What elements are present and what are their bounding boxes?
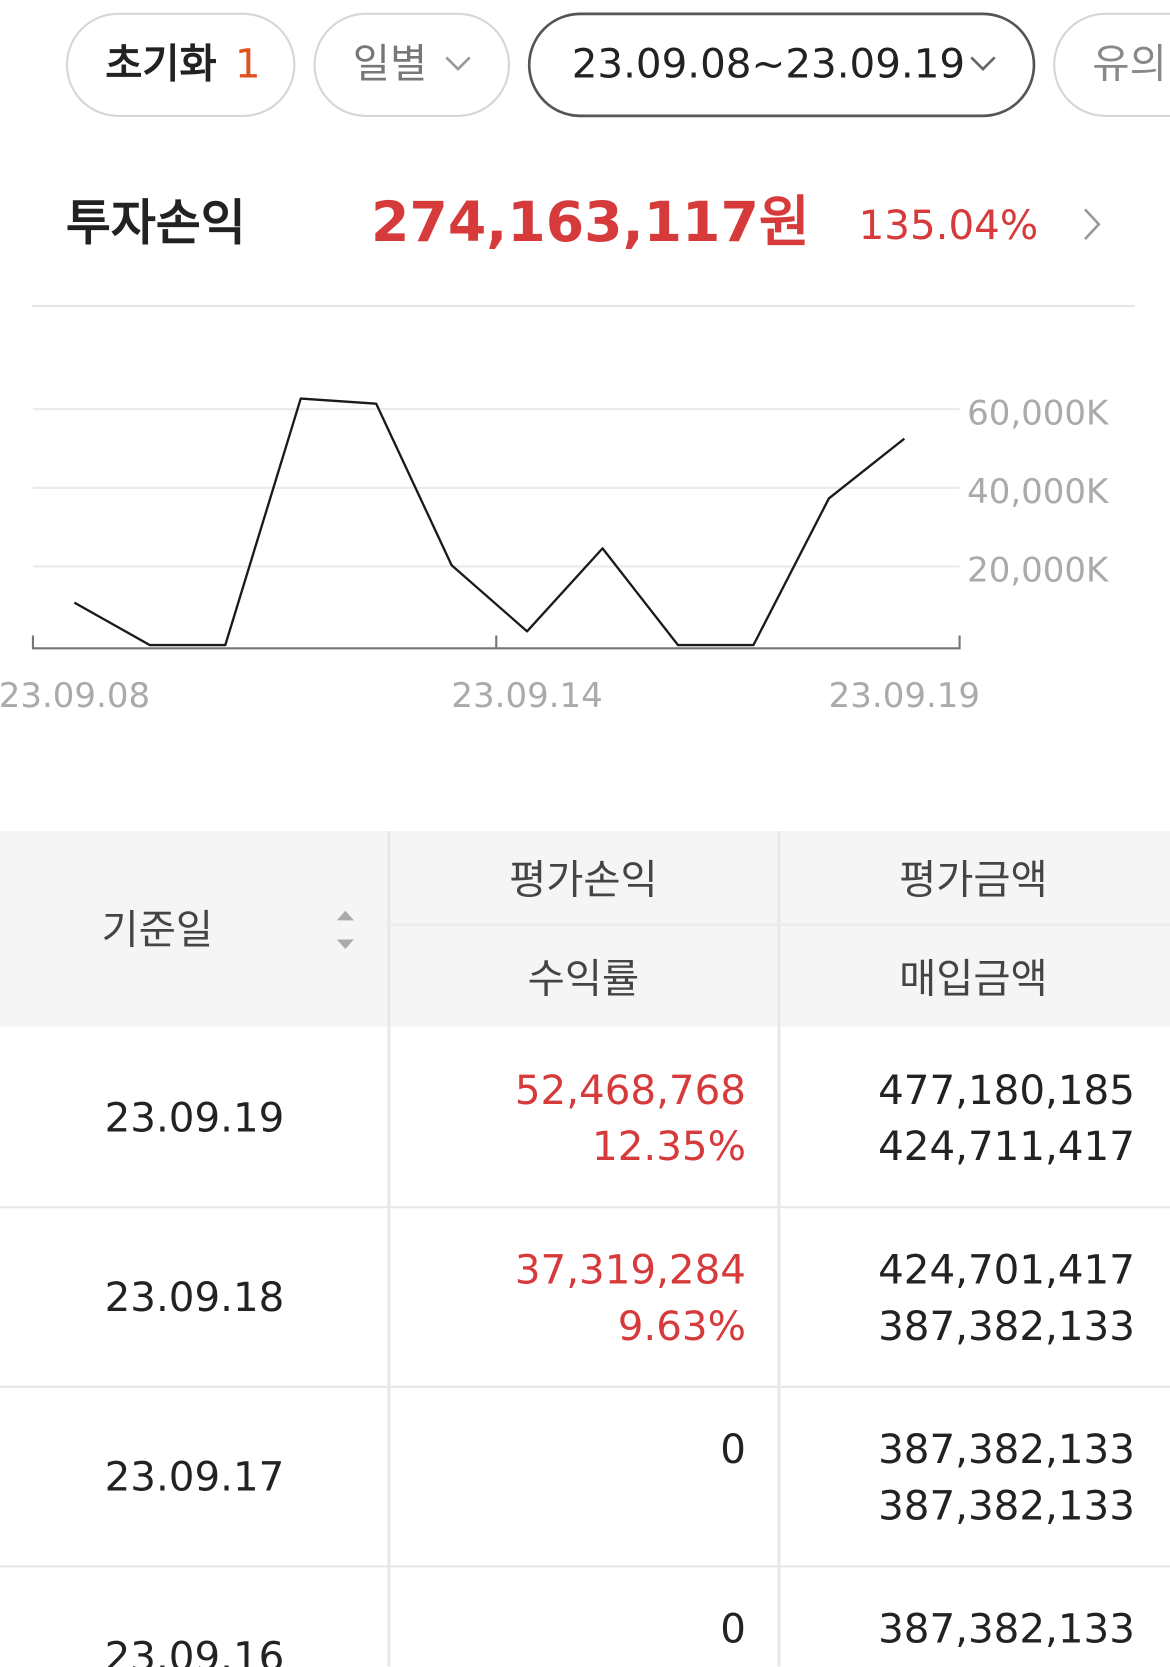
row-buy: 424,711,417 xyxy=(878,1123,1135,1170)
chart: 20,000K 40,000K 60,000K 23.09.08 23.09.14 23.… xyxy=(0,393,1110,716)
more-label: 유의 xyxy=(1092,40,1166,87)
header-eval: 평가금액 xyxy=(899,856,1048,903)
period-label: 일별 xyxy=(353,40,427,87)
summary-title: 투자손익 xyxy=(66,195,246,252)
table-header xyxy=(0,831,1170,1027)
reset-count: 1 xyxy=(235,40,261,87)
reset-label: 초기화 xyxy=(105,40,216,87)
chevron xyxy=(970,56,996,71)
reset-button[interactable] xyxy=(65,12,296,117)
x-tick-label: 23.09.19 xyxy=(829,676,980,716)
row-pnl: 52,468,768 xyxy=(515,1067,746,1114)
chevron xyxy=(445,56,471,71)
row-date: 23.09.16 xyxy=(105,1633,285,1667)
row-date: 23.09.18 xyxy=(105,1274,285,1321)
x-axis xyxy=(31,635,961,650)
period-button[interactable] xyxy=(313,12,511,117)
row-buy: 387,382,133 xyxy=(878,1482,1135,1529)
row-eval: 424,701,417 xyxy=(878,1246,1135,1293)
y-tick-label: 20,000K xyxy=(967,551,1110,591)
header-pnl: 평가손익 xyxy=(509,856,658,903)
x-tick-label: 23.09.08 xyxy=(0,676,150,716)
y-tick-label: 40,000K xyxy=(967,472,1110,512)
table xyxy=(0,831,1170,1667)
filter-bar xyxy=(65,12,1170,118)
more-button[interactable] xyxy=(1053,12,1170,117)
header-rate: 수익률 xyxy=(528,955,639,1002)
summary-chevron[interactable] xyxy=(1084,208,1101,241)
sort-icon[interactable] xyxy=(336,910,354,950)
row-eval: 477,180,185 xyxy=(878,1067,1135,1114)
summary-rate: 135.04% xyxy=(859,202,1039,249)
row-pnl: 37,319,284 xyxy=(515,1246,746,1293)
y-tick-label: 60,000K xyxy=(967,393,1110,433)
range-label: 23.09.08~23.09.19 xyxy=(572,40,965,87)
row-pnl: 0 xyxy=(720,1426,746,1473)
range-button[interactable] xyxy=(527,12,1036,118)
row-rate: 9.63% xyxy=(618,1303,746,1350)
row-buy: 387,382,133 xyxy=(878,1303,1135,1350)
summary-amount: 274,163,117원 xyxy=(371,191,810,255)
row-date: 23.09.19 xyxy=(105,1094,285,1141)
x-tick-label: 23.09.14 xyxy=(451,676,602,716)
header-date: 기준일 xyxy=(102,906,213,953)
row-eval: 387,382,133 xyxy=(878,1426,1135,1473)
row-eval: 387,382,133 xyxy=(878,1606,1135,1653)
row-rate: 12.35% xyxy=(592,1123,746,1170)
header-buy: 매입금액 xyxy=(899,955,1048,1002)
row-pnl: 0 xyxy=(720,1606,746,1653)
line-series xyxy=(73,397,906,647)
row-date: 23.09.17 xyxy=(105,1454,285,1501)
